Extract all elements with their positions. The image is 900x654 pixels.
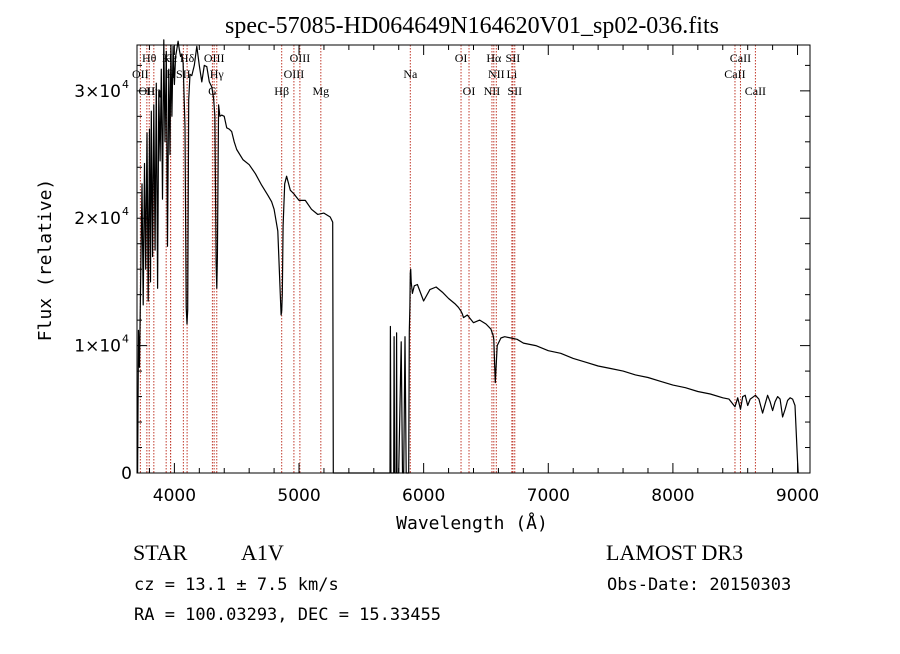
line-marker-label: CaII [745,84,766,98]
object-class: STAR [133,540,188,565]
line-marker-label: Na [403,67,418,81]
line-marker-label: OIII [290,51,311,65]
y-axis-ticks: 01×10 42×10 43×10 4 [74,64,810,484]
line-marker-label: SII [507,84,522,98]
x-tick-label: 4000 [153,486,196,506]
x-tick-label: 9000 [776,486,819,506]
line-marker-label: Hθ [142,51,157,65]
x-axis-ticks: 4000 5000 6000 7000 8000 9000 [148,45,819,506]
y-tick-exponent: 4 [122,78,129,91]
line-marker-label: Hη [146,84,161,98]
line-marker-label: CaII [730,51,751,65]
x-tick-label: 6000 [402,486,445,506]
line-marker-label: Hγ [210,67,225,81]
line-marker-label: Hα [486,51,502,65]
line-marker-layer [139,45,756,473]
observation-date: Obs-Date: 20150303 [607,575,791,595]
line-marker-label: OIII [284,67,305,81]
chart-title: spec-57085-HD064649N164620V01_sp02-036.f… [225,13,719,39]
redshift-cz: cz = 13.1 ± 7.5 km/s [134,575,339,595]
line-marker-label: Mg [312,84,329,98]
y-tick-label: 3×10 [74,82,121,102]
y-tick-label: 2×10 [74,209,121,229]
object-subclass: A1V [241,540,284,565]
ra-dec-coordinates: RA = 100.03293, DEC = 15.33455 [134,605,441,625]
x-axis-label: Wavelength (Å) [396,512,548,534]
y-axis-label: Flux (relative) [35,179,56,342]
line-marker-label: Li [507,67,518,81]
line-marker-label: OI [455,51,468,65]
y-tick-exponent: 4 [122,205,129,218]
line-marker-label: OII [132,67,149,81]
series-line-spectrum [137,39,799,474]
x-tick-label: 7000 [527,486,570,506]
x-tick-label: 8000 [651,486,694,506]
plot-frame [136,44,811,474]
line-marker-label: OIII [204,51,225,65]
survey-name: LAMOST DR3 [606,540,743,565]
y-tick-label: 1×10 [74,337,121,357]
series-layer [137,39,799,474]
line-marker-label: NII [488,67,505,81]
line-marker-label: NII [484,84,501,98]
y-tick-label: 0 [121,464,132,484]
line-marker-label: OI [463,84,476,98]
line-marker-label: Hβ [274,84,289,98]
line-marker-label: SII [506,51,521,65]
x-tick-label: 5000 [277,486,320,506]
y-tick-exponent: 4 [122,333,129,346]
line-marker-label: Hδ [180,51,195,65]
line-marker-label: CaII [724,67,745,81]
